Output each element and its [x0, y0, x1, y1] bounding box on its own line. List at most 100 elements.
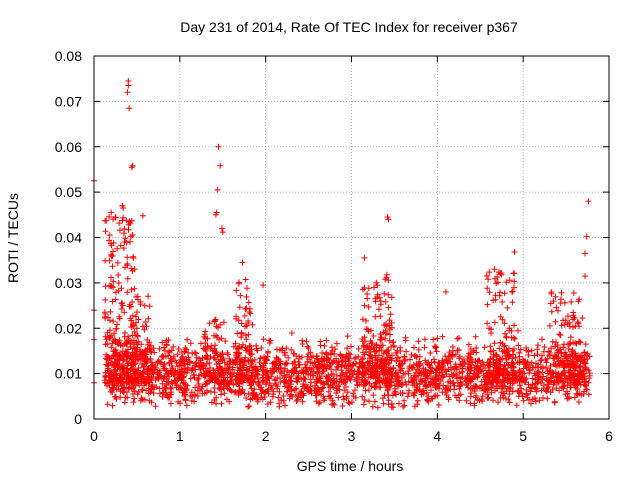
data-point [532, 395, 538, 401]
data-point [267, 399, 274, 406]
y-tick-label: 0.05 [55, 184, 82, 200]
data-point [221, 359, 228, 366]
data-point [260, 282, 267, 289]
data-point [226, 398, 233, 405]
data-point [360, 349, 366, 356]
data-point [214, 352, 221, 359]
data-point [409, 382, 416, 389]
data-point [108, 242, 115, 249]
data-point [419, 388, 426, 395]
data-point [366, 387, 372, 393]
data-point [250, 364, 257, 371]
data-point [124, 254, 131, 261]
y-tick-label: 0.06 [55, 139, 82, 155]
data-point [356, 359, 363, 366]
data-point [259, 378, 266, 385]
data-point [367, 371, 374, 378]
data-point [197, 366, 204, 373]
data-point [114, 245, 121, 252]
data-point [345, 350, 352, 357]
data-point [515, 327, 521, 334]
data-point [498, 378, 505, 385]
data-point [558, 350, 565, 357]
data-point [293, 398, 300, 404]
data-point [162, 391, 169, 398]
data-point [144, 336, 151, 343]
data-point [184, 336, 191, 343]
data-point [191, 349, 198, 356]
data-point [204, 335, 211, 342]
data-point [141, 326, 148, 333]
data-point [246, 350, 253, 356]
data-point [379, 355, 386, 362]
data-point [235, 280, 242, 287]
data-point [439, 333, 446, 340]
data-point [564, 388, 570, 395]
data-point [582, 273, 588, 280]
data-point [120, 214, 127, 221]
data-point [230, 381, 237, 388]
data-point [242, 332, 249, 339]
data-point [144, 341, 151, 348]
data-point [454, 347, 461, 354]
data-point [411, 390, 418, 397]
data-point [116, 313, 123, 320]
data-point [485, 359, 492, 365]
data-point [308, 390, 315, 397]
data-point [302, 381, 309, 388]
data-point [370, 373, 377, 380]
data-point [327, 350, 334, 357]
data-point [336, 386, 343, 393]
data-point [111, 358, 118, 365]
data-point [547, 363, 554, 369]
data-point [387, 331, 393, 338]
data-point [210, 367, 217, 374]
data-point [280, 397, 287, 404]
data-point [192, 384, 199, 391]
data-point [239, 375, 246, 382]
data-point [320, 380, 327, 387]
data-point [149, 382, 156, 389]
data-point [556, 361, 563, 368]
data-point [576, 323, 582, 330]
data-point [508, 334, 515, 341]
data-point [260, 336, 267, 343]
data-point [385, 291, 392, 298]
data-point [509, 369, 516, 376]
data-point [532, 398, 539, 405]
data-point [131, 370, 138, 377]
data-point [105, 372, 112, 379]
data-point [574, 358, 581, 365]
data-point [536, 397, 543, 404]
data-point [289, 393, 296, 400]
data-point [551, 378, 558, 385]
data-point [432, 392, 439, 399]
data-point [233, 313, 240, 320]
data-point [129, 299, 136, 305]
data-point [509, 388, 516, 395]
data-point [558, 322, 565, 329]
data-point [385, 392, 392, 399]
data-point [491, 340, 498, 347]
data-point [372, 359, 379, 366]
data-point [467, 375, 474, 382]
data-point [497, 370, 504, 377]
data-point [583, 233, 590, 240]
data-point [449, 373, 456, 380]
data-point [527, 362, 533, 369]
data-point [128, 233, 134, 240]
data-point [353, 360, 359, 367]
data-point [120, 245, 127, 252]
data-point [360, 342, 367, 349]
data-point [139, 396, 146, 403]
data-point [235, 391, 242, 398]
data-point [552, 318, 559, 325]
data-point [177, 400, 184, 407]
data-point [411, 376, 418, 383]
data-point [116, 220, 123, 227]
data-point [121, 399, 128, 406]
data-point [534, 351, 541, 358]
data-point [523, 386, 530, 393]
data-point [506, 391, 513, 397]
data-point [266, 380, 273, 386]
